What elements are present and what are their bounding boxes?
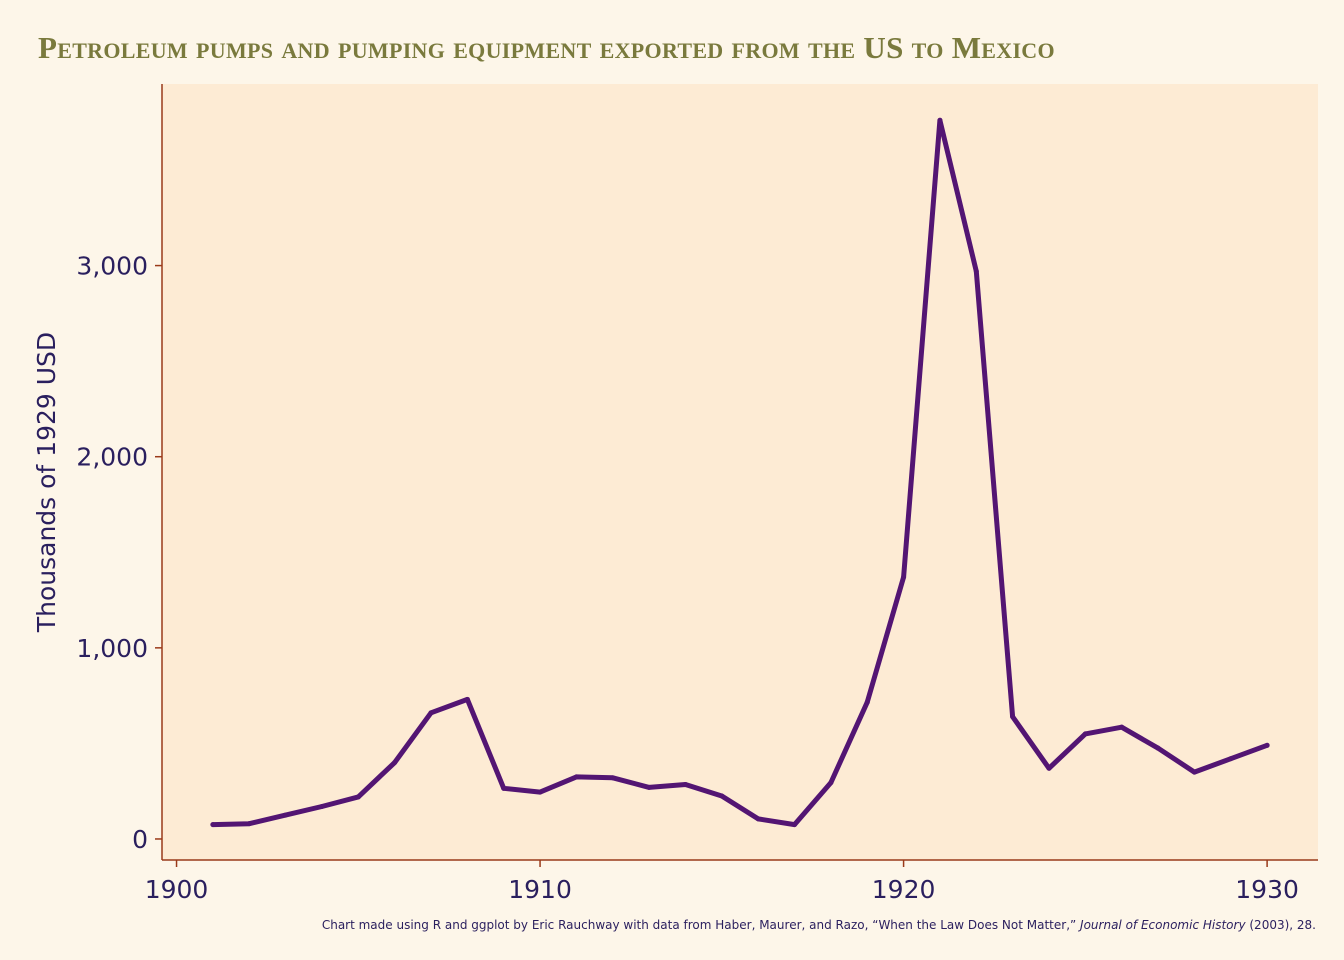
data-point — [937, 117, 943, 123]
x-tick-label: 1900 — [145, 875, 209, 904]
y-axis-label: Thousands of 1929 USD — [32, 332, 61, 633]
data-point — [828, 780, 834, 786]
caption-prefix: Chart made using R and ggplot by Eric Ra… — [321, 918, 1081, 932]
data-point — [792, 822, 798, 828]
data-point — [719, 793, 725, 799]
data-point — [501, 785, 507, 791]
data-point — [973, 268, 979, 274]
y-tick-label: 1,000 — [76, 634, 148, 663]
data-point — [1228, 756, 1234, 762]
data-point — [537, 789, 543, 795]
data-point — [1119, 724, 1125, 730]
data-point — [1010, 714, 1016, 720]
x-tick-label: 1910 — [508, 875, 572, 904]
data-point — [610, 775, 616, 781]
chart-title: Petroleum pumps and pumping equipment ex… — [38, 30, 1055, 65]
data-point — [464, 696, 470, 702]
data-point — [755, 816, 761, 822]
chart-caption: Chart made using R and ggplot by Eric Ra… — [322, 918, 1316, 932]
data-point — [392, 760, 398, 766]
data-point — [864, 699, 870, 705]
data-point — [355, 794, 361, 800]
y-tick-label: 3,000 — [76, 252, 148, 281]
plot-panel — [162, 84, 1318, 860]
series-layer — [210, 117, 1270, 828]
data-point — [1082, 731, 1088, 737]
x-tick-label: 1920 — [872, 875, 936, 904]
data-point — [1264, 742, 1270, 748]
x-tick-label: 1930 — [1235, 875, 1299, 904]
y-tick-label: 0 — [132, 825, 148, 854]
y-tick-label: 2,000 — [76, 443, 148, 472]
data-point — [319, 803, 325, 809]
data-point — [428, 710, 434, 716]
data-point — [246, 821, 252, 827]
data-point — [573, 774, 579, 780]
data-point — [1155, 745, 1161, 751]
data-point — [901, 574, 907, 580]
data-point — [1191, 769, 1197, 775]
series-line — [210, 117, 1270, 828]
caption-journal: Journal of Economic History — [1080, 918, 1246, 932]
data-point — [682, 782, 688, 788]
data-point — [646, 784, 652, 790]
data-point — [210, 822, 216, 828]
data-point — [1046, 765, 1052, 771]
axes: 0 1,000 2,000 3,000 1900 1910 1920 1930 — [76, 84, 1318, 904]
data-point — [283, 812, 289, 818]
caption-suffix: (2003), 28. — [1245, 918, 1316, 932]
